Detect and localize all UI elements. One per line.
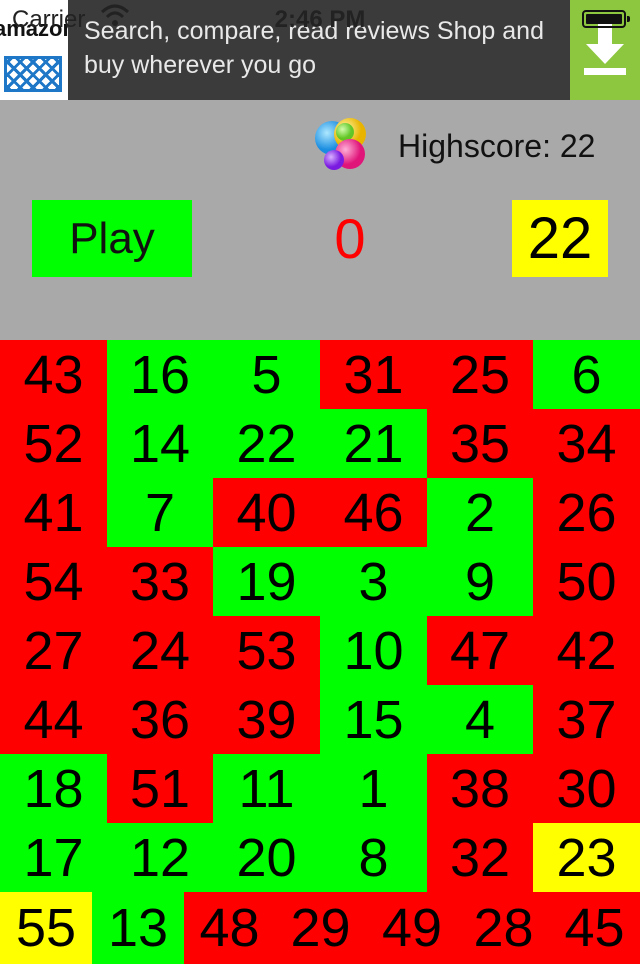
- grid-cell[interactable]: 10: [320, 616, 427, 685]
- grid-row: 52 14 22 21 35 34: [0, 409, 640, 478]
- grid-cell[interactable]: 48: [184, 892, 275, 964]
- grid-cell[interactable]: 3: [320, 547, 427, 616]
- shopping-cart-icon: [4, 56, 62, 92]
- current-score: 0: [334, 207, 366, 270]
- grid-cell[interactable]: 14: [107, 409, 213, 478]
- highscore-label: Highscore: 22: [398, 128, 596, 164]
- grid-cell[interactable]: 30: [533, 754, 640, 823]
- grid-cell[interactable]: 49: [366, 892, 458, 964]
- grid-row: 27 24 53 10 47 42: [0, 616, 640, 685]
- grid-row: 17 12 20 8 32 23: [0, 823, 640, 892]
- grid-cell[interactable]: 4: [427, 685, 533, 754]
- target-number: 22: [512, 200, 608, 277]
- grid-cell[interactable]: 54: [0, 547, 107, 616]
- grid-cell[interactable]: 46: [320, 478, 427, 547]
- grid-cell[interactable]: 16: [107, 340, 213, 409]
- grid-cell[interactable]: 35: [427, 409, 533, 478]
- grid-cell[interactable]: 2: [427, 478, 533, 547]
- grid-cell[interactable]: 42: [533, 616, 640, 685]
- grid-row: 44 36 39 15 4 37: [0, 685, 640, 754]
- grid-cell[interactable]: 15: [320, 685, 427, 754]
- grid-cell[interactable]: 20: [213, 823, 320, 892]
- grid-cell[interactable]: 37: [533, 685, 640, 754]
- number-grid: 43 16 5 31 25 6 52 14 22 21 35 34 41 7 40 46 2 26 54 33 19 3 9…: [0, 340, 640, 964]
- grid-cell[interactable]: 33: [107, 547, 213, 616]
- grid-cell[interactable]: 38: [427, 754, 533, 823]
- grid-row: 43 16 5 31 25 6: [0, 340, 640, 409]
- grid-cell[interactable]: 51: [107, 754, 213, 823]
- grid-row: 18 51 11 1 38 30: [0, 754, 640, 823]
- grid-cell[interactable]: 13: [92, 892, 184, 964]
- grid-cell[interactable]: 28: [458, 892, 549, 964]
- ad-text[interactable]: Search, compare, read reviews Shop and b…: [84, 17, 544, 79]
- grid-cell[interactable]: 8: [320, 823, 427, 892]
- grid-cell[interactable]: 55: [0, 892, 92, 964]
- grid-cell[interactable]: 36: [107, 685, 213, 754]
- grid-cell[interactable]: 40: [213, 478, 320, 547]
- grid-cell[interactable]: 53: [213, 616, 320, 685]
- grid-cell[interactable]: 22: [213, 409, 320, 478]
- grid-cell[interactable]: 52: [0, 409, 107, 478]
- grid-cell[interactable]: 26: [533, 478, 640, 547]
- grid-cell[interactable]: 19: [213, 547, 320, 616]
- grid-cell[interactable]: 5: [213, 340, 320, 409]
- grid-cell[interactable]: 18: [0, 754, 107, 823]
- grid-cell[interactable]: 47: [427, 616, 533, 685]
- grid-cell[interactable]: 45: [549, 892, 640, 964]
- grid-cell[interactable]: 7: [107, 478, 213, 547]
- grid-cell[interactable]: 17: [0, 823, 107, 892]
- grid-cell[interactable]: 12: [107, 823, 213, 892]
- grid-cell[interactable]: 6: [533, 340, 640, 409]
- grid-cell[interactable]: 21: [320, 409, 427, 478]
- grid-cell[interactable]: 50: [533, 547, 640, 616]
- grid-cell[interactable]: 34: [533, 409, 640, 478]
- grid-cell[interactable]: 32: [427, 823, 533, 892]
- grid-cell[interactable]: 23: [533, 823, 640, 892]
- grid-cell[interactable]: 25: [427, 340, 533, 409]
- grid-cell[interactable]: 9: [427, 547, 533, 616]
- grid-cell[interactable]: 41: [0, 478, 107, 547]
- grid-cell[interactable]: 44: [0, 685, 107, 754]
- amazon-logo: amazon: [0, 0, 68, 100]
- grid-row: 41 7 40 46 2 26: [0, 478, 640, 547]
- grid-row: 55 13 48 29 49 28 45: [0, 892, 640, 964]
- grid-cell[interactable]: 43: [0, 340, 107, 409]
- grid-row: 54 33 19 3 9 50: [0, 547, 640, 616]
- grid-cell[interactable]: 31: [320, 340, 427, 409]
- amazon-logo-text: amazon: [0, 16, 68, 41]
- grid-cell[interactable]: 27: [0, 616, 107, 685]
- ad-download-button[interactable]: [570, 0, 640, 100]
- game-center-bubbles-icon[interactable]: [312, 116, 370, 174]
- grid-cell[interactable]: 39: [213, 685, 320, 754]
- grid-cell[interactable]: 11: [213, 754, 320, 823]
- grid-cell[interactable]: 29: [275, 892, 366, 964]
- play-button[interactable]: Play: [32, 200, 192, 277]
- download-arrow-icon: [584, 24, 626, 75]
- ad-banner[interactable]: amazon Search, compare, read reviews Sho…: [0, 0, 640, 100]
- grid-cell[interactable]: 24: [107, 616, 213, 685]
- grid-cell[interactable]: 1: [320, 754, 427, 823]
